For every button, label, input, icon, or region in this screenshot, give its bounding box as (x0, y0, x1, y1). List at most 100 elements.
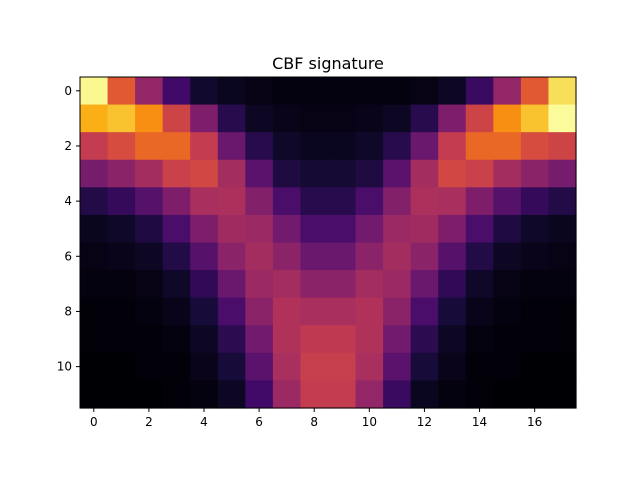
heatmap-cell (465, 380, 494, 409)
heatmap-cell (162, 187, 191, 216)
heatmap-cell (548, 104, 577, 133)
heatmap-cell (300, 270, 329, 299)
heatmap-cell (465, 214, 494, 244)
plot-frame (79, 76, 577, 409)
heatmap-cell (520, 380, 550, 409)
heatmap-cell (135, 242, 164, 271)
heatmap-cell (410, 77, 439, 106)
x-tick-label: 2 (145, 415, 153, 429)
heatmap-cell (410, 159, 439, 188)
heatmap-cell (217, 242, 246, 271)
heatmap-cell (328, 380, 357, 409)
heatmap-cell (520, 325, 550, 354)
heatmap-cell (438, 77, 467, 106)
heatmap-cell (162, 270, 191, 299)
heatmap-cell (245, 159, 274, 188)
heatmap-cell (465, 187, 494, 216)
heatmap-cell (465, 242, 494, 271)
y-tick-label: 4 (64, 194, 72, 208)
heatmap-cell (190, 325, 219, 354)
heatmap-cell (465, 352, 494, 382)
heatmap-cell (383, 104, 412, 133)
heatmap-cell (520, 270, 550, 299)
heatmap-cell (548, 380, 577, 409)
heatmap-cell (355, 214, 384, 244)
heatmap-cell (328, 77, 357, 106)
heatmap-cell (328, 270, 357, 299)
heatmap-cell (217, 132, 246, 161)
x-tick-label: 10 (362, 415, 377, 429)
heatmap-cell (328, 297, 357, 326)
heatmap-cell (162, 159, 191, 188)
heatmap-cell (217, 77, 246, 106)
heatmap-cell (245, 187, 274, 216)
heatmap-cell (383, 270, 412, 299)
heatmap-cell (520, 297, 550, 326)
heatmap-cell (217, 297, 246, 326)
heatmap-cell (190, 132, 219, 161)
heatmap-cell (300, 325, 329, 354)
heatmap-cell (162, 352, 191, 382)
heatmap-cell (355, 352, 384, 382)
heatmap-cell (493, 242, 522, 271)
heatmap-cell (383, 380, 412, 409)
x-tick-label: 14 (472, 415, 487, 429)
heatmap-cell (300, 242, 329, 271)
heatmap-cell (493, 297, 522, 326)
heatmap-cell (328, 325, 357, 354)
x-tick-label: 0 (90, 415, 98, 429)
heatmap-cell (107, 77, 136, 106)
heatmap-cell (272, 187, 302, 216)
y-tick-label: 8 (64, 304, 72, 318)
heatmap-cell (217, 270, 246, 299)
heatmap-cell (355, 104, 384, 133)
y-tick-label: 2 (64, 139, 72, 153)
heatmap-cell (272, 352, 302, 382)
heatmap-cell (493, 159, 522, 188)
heatmap-cell (328, 132, 357, 161)
heatmap-cell (272, 214, 302, 244)
heatmap-cell (410, 270, 439, 299)
heatmap-cell (300, 159, 329, 188)
heatmap-cell (190, 297, 219, 326)
heatmap-cell (80, 77, 109, 106)
heatmap-cell (107, 132, 136, 161)
heatmap-cell (493, 214, 522, 244)
heatmap-cell (465, 159, 494, 188)
heatmap-cell (355, 159, 384, 188)
heatmap-cell (438, 325, 467, 354)
heatmap-cell (80, 352, 109, 382)
heatmap-cell (107, 104, 136, 133)
heatmap-cell (328, 214, 357, 244)
heatmap-cell (355, 132, 384, 161)
heatmap-cell (383, 325, 412, 354)
heatmap-cell (272, 270, 302, 299)
heatmap-cell (245, 104, 274, 133)
heatmap-cell (438, 187, 467, 216)
heatmap-cell (300, 297, 329, 326)
heatmap-cell (135, 325, 164, 354)
heatmap-cell (548, 159, 577, 188)
heatmap-cell (300, 77, 329, 106)
heatmap-cell (383, 242, 412, 271)
heatmap-cell (465, 104, 494, 133)
heatmap-cell (80, 380, 109, 409)
x-tick-label: 12 (417, 415, 432, 429)
heatmap-cell (272, 325, 302, 354)
heatmap-cell (217, 104, 246, 133)
heatmap-cell (217, 187, 246, 216)
heatmap-cell (300, 104, 329, 133)
heatmap-cell (328, 159, 357, 188)
heatmap-cell (162, 325, 191, 354)
heatmap-cell (135, 352, 164, 382)
heatmap-cell (80, 214, 109, 244)
heatmap-cell (520, 104, 550, 133)
chart-title: CBF signature (272, 54, 384, 73)
heatmap-cell (80, 159, 109, 188)
heatmap-cell (520, 187, 550, 216)
heatmap-cell (135, 104, 164, 133)
heatmap-cell (107, 159, 136, 188)
heatmap-cell (548, 242, 577, 271)
heatmap-cell (217, 352, 246, 382)
heatmap-cell (300, 380, 329, 409)
